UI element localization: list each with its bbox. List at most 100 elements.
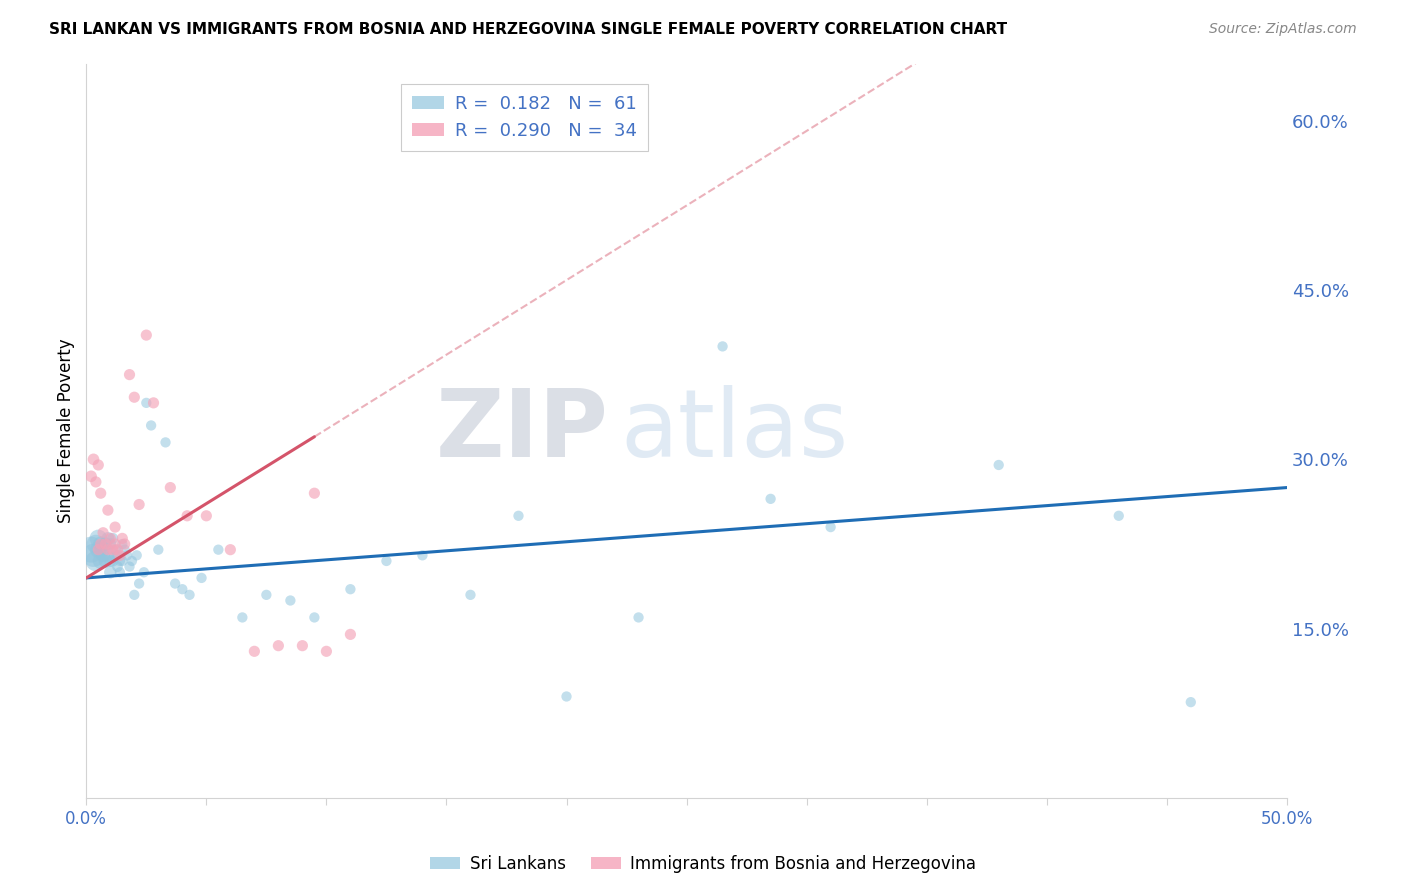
Point bbox=[118, 368, 141, 382]
Point bbox=[87, 532, 110, 546]
Point bbox=[190, 571, 212, 585]
Point bbox=[97, 549, 120, 563]
Point bbox=[132, 566, 155, 580]
Point bbox=[128, 576, 150, 591]
Point bbox=[91, 525, 114, 540]
Point bbox=[111, 537, 134, 551]
Point bbox=[98, 532, 121, 546]
Point bbox=[135, 328, 157, 343]
Point bbox=[121, 554, 143, 568]
Text: SRI LANKAN VS IMMIGRANTS FROM BOSNIA AND HERZEGOVINA SINGLE FEMALE POVERTY CORRE: SRI LANKAN VS IMMIGRANTS FROM BOSNIA AND… bbox=[49, 22, 1007, 37]
Point bbox=[155, 435, 177, 450]
Point bbox=[231, 610, 253, 624]
Point bbox=[82, 549, 104, 563]
Point bbox=[87, 542, 110, 557]
Point bbox=[339, 627, 361, 641]
Point bbox=[254, 588, 277, 602]
Point bbox=[97, 542, 120, 557]
Point bbox=[339, 582, 361, 597]
Point bbox=[179, 588, 201, 602]
Point bbox=[139, 418, 162, 433]
Point bbox=[555, 690, 578, 704]
Point bbox=[94, 537, 117, 551]
Point bbox=[280, 593, 302, 607]
Point bbox=[84, 475, 107, 489]
Point bbox=[627, 610, 650, 624]
Point bbox=[291, 639, 314, 653]
Point bbox=[94, 554, 117, 568]
Point bbox=[104, 520, 127, 534]
Text: atlas: atlas bbox=[620, 385, 849, 477]
Point bbox=[90, 486, 112, 500]
Point bbox=[98, 537, 121, 551]
Point bbox=[101, 542, 124, 557]
Point bbox=[114, 537, 136, 551]
Point bbox=[304, 610, 326, 624]
Point bbox=[84, 554, 107, 568]
Legend: Sri Lankans, Immigrants from Bosnia and Herzegovina: Sri Lankans, Immigrants from Bosnia and … bbox=[423, 848, 983, 880]
Point bbox=[80, 469, 103, 483]
Point bbox=[111, 532, 134, 546]
Point bbox=[172, 582, 194, 597]
Point bbox=[111, 554, 134, 568]
Point bbox=[124, 588, 146, 602]
Point bbox=[91, 549, 114, 563]
Point bbox=[159, 481, 181, 495]
Point bbox=[94, 537, 117, 551]
Point bbox=[1108, 508, 1130, 523]
Point bbox=[98, 554, 121, 568]
Point bbox=[118, 559, 141, 574]
Point bbox=[82, 452, 104, 467]
Point bbox=[1180, 695, 1202, 709]
Point bbox=[115, 549, 138, 563]
Point bbox=[104, 537, 127, 551]
Point bbox=[219, 542, 242, 557]
Point bbox=[508, 508, 530, 523]
Point bbox=[91, 542, 114, 557]
Y-axis label: Single Female Poverty: Single Female Poverty bbox=[58, 339, 75, 524]
Point bbox=[114, 542, 136, 557]
Point bbox=[987, 458, 1010, 472]
Point bbox=[101, 554, 124, 568]
Legend: R =  0.182   N =  61, R =  0.290   N =  34: R = 0.182 N = 61, R = 0.290 N = 34 bbox=[401, 84, 648, 151]
Point bbox=[97, 532, 120, 546]
Point bbox=[195, 508, 218, 523]
Point bbox=[820, 520, 842, 534]
Point bbox=[104, 542, 127, 557]
Point bbox=[104, 549, 127, 563]
Point bbox=[460, 588, 482, 602]
Point bbox=[148, 542, 170, 557]
Point bbox=[142, 396, 165, 410]
Point bbox=[267, 639, 290, 653]
Point bbox=[87, 458, 110, 472]
Point bbox=[90, 537, 112, 551]
Point bbox=[125, 549, 148, 563]
Point bbox=[124, 390, 146, 404]
Point bbox=[107, 559, 129, 574]
Point bbox=[80, 542, 103, 557]
Point bbox=[90, 537, 112, 551]
Point bbox=[411, 549, 433, 563]
Point bbox=[243, 644, 266, 658]
Point bbox=[84, 537, 107, 551]
Point bbox=[97, 503, 120, 517]
Text: ZIP: ZIP bbox=[436, 385, 609, 477]
Point bbox=[128, 498, 150, 512]
Point bbox=[759, 491, 782, 506]
Point bbox=[165, 576, 187, 591]
Point bbox=[101, 532, 124, 546]
Point bbox=[107, 549, 129, 563]
Point bbox=[375, 554, 398, 568]
Point bbox=[108, 566, 131, 580]
Text: Source: ZipAtlas.com: Source: ZipAtlas.com bbox=[1209, 22, 1357, 37]
Point bbox=[108, 549, 131, 563]
Point bbox=[108, 554, 131, 568]
Point bbox=[107, 542, 129, 557]
Point bbox=[90, 554, 112, 568]
Point bbox=[98, 566, 121, 580]
Point bbox=[135, 396, 157, 410]
Point bbox=[207, 542, 229, 557]
Point bbox=[87, 542, 110, 557]
Point bbox=[304, 486, 326, 500]
Point bbox=[711, 339, 734, 353]
